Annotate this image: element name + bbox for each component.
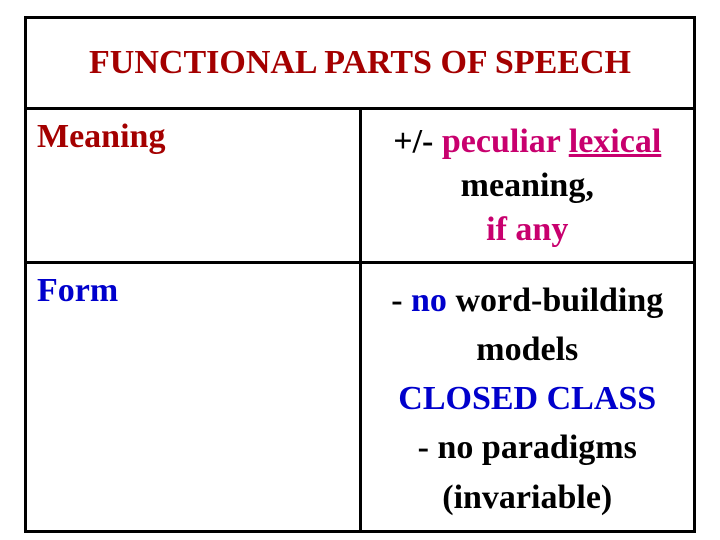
- title-cell: FUNCTIONAL PARTS OF SPEECH: [26, 18, 695, 109]
- lexical-word: lexical: [569, 123, 662, 160]
- meaning-label-cell: Meaning: [26, 109, 361, 263]
- meaning-tail: meaning,: [461, 167, 594, 204]
- form-content: - no word-building models CLOSED CLASS -…: [372, 272, 684, 522]
- form-label-cell: Form: [26, 262, 361, 531]
- peculiar-word: peculiar: [442, 123, 569, 160]
- form-line3: - no paradigms (invariable): [372, 423, 684, 522]
- form-line1: - no word-building models: [372, 276, 684, 375]
- form-line2: CLOSED CLASS: [372, 374, 684, 423]
- title-text: FUNCTIONAL PARTS OF SPEECH: [89, 44, 631, 81]
- form-row: Form - no word-building models CLOSED CL…: [26, 262, 695, 531]
- meaning-label: Meaning: [37, 118, 165, 155]
- meaning-row: Meaning +/- peculiar lexical meaning, if…: [26, 109, 695, 263]
- meaning-content: +/- peculiar lexical meaning, if any: [372, 118, 684, 253]
- form-content-cell: - no word-building models CLOSED CLASS -…: [360, 262, 695, 531]
- form-line1-dash: -: [391, 282, 411, 319]
- if-any: if any: [486, 211, 568, 248]
- slide: FUNCTIONAL PARTS OF SPEECH Meaning +/- p…: [0, 0, 720, 540]
- title-row: FUNCTIONAL PARTS OF SPEECH: [26, 18, 695, 109]
- form-label: Form: [37, 272, 118, 309]
- form-line1-no: no: [411, 282, 447, 319]
- meaning-content-cell: +/- peculiar lexical meaning, if any: [360, 109, 695, 263]
- form-line1-rest: word-building models: [447, 282, 663, 368]
- pos-table: FUNCTIONAL PARTS OF SPEECH Meaning +/- p…: [24, 16, 696, 533]
- plusminus: +/-: [393, 123, 442, 160]
